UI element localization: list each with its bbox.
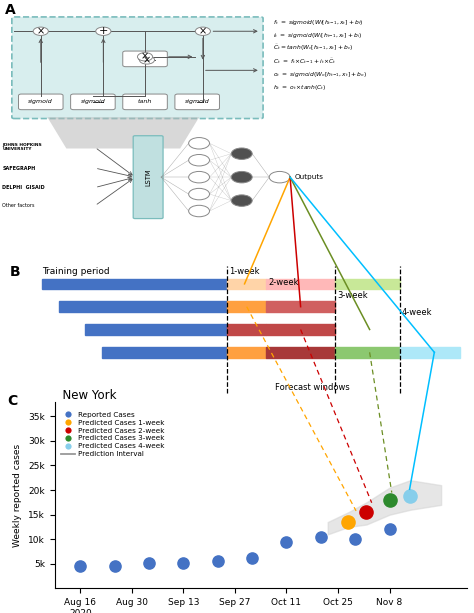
Point — [283, 537, 290, 547]
Text: 1-week: 1-week — [229, 267, 260, 276]
Text: C: C — [7, 394, 18, 408]
Circle shape — [96, 27, 111, 36]
Point — [111, 562, 118, 571]
FancyBboxPatch shape — [175, 94, 219, 110]
Circle shape — [139, 56, 155, 64]
Bar — [266, 324, 335, 335]
Bar — [400, 347, 460, 357]
Text: Training period: Training period — [42, 267, 109, 276]
Text: $o_t\ =\ sigmoid(W_o[h_{t\!-\!1},x_t]+b_o)$: $o_t\ =\ sigmoid(W_o[h_{t\!-\!1},x_t]+b_… — [273, 70, 367, 78]
Circle shape — [33, 27, 48, 36]
Circle shape — [189, 154, 210, 166]
Circle shape — [195, 27, 210, 36]
Text: SAFEGRAPH: SAFEGRAPH — [2, 166, 36, 170]
Circle shape — [231, 148, 252, 159]
Point — [345, 517, 352, 527]
Bar — [85, 324, 227, 335]
Point — [76, 562, 84, 571]
Bar — [335, 347, 400, 357]
Text: sigmoid: sigmoid — [81, 99, 105, 104]
Circle shape — [189, 205, 210, 217]
Text: ×: × — [199, 26, 207, 36]
Point — [386, 525, 393, 535]
Point — [180, 558, 187, 568]
Text: JOHNS HOPKINS
UNIVERSITY: JOHNS HOPKINS UNIVERSITY — [2, 143, 42, 151]
Point — [317, 532, 325, 542]
Point — [248, 553, 256, 563]
Text: LSTM: LSTM — [145, 169, 151, 186]
Circle shape — [189, 188, 210, 200]
Text: 4-week: 4-week — [402, 308, 432, 317]
Bar — [59, 302, 228, 312]
Bar — [266, 278, 335, 289]
Text: $h_t\ =\ o_t\!\times\!tanh(C_t)$: $h_t\ =\ o_t\!\times\!tanh(C_t)$ — [273, 83, 326, 92]
Text: 3-week: 3-week — [337, 291, 368, 300]
Bar — [266, 302, 335, 312]
Bar — [102, 347, 228, 357]
Point — [214, 557, 221, 566]
Y-axis label: Weekly reported cases: Weekly reported cases — [13, 443, 22, 547]
Text: $i_t\ =\ sigmoid(W_i[h_{t\!-\!1},x_t]+b_i)$: $i_t\ =\ sigmoid(W_i[h_{t\!-\!1},x_t]+b_… — [273, 31, 362, 40]
FancyBboxPatch shape — [123, 51, 167, 67]
Text: Forecast windows: Forecast windows — [275, 383, 349, 392]
Bar — [42, 278, 228, 289]
Point — [406, 491, 414, 501]
Circle shape — [231, 195, 252, 207]
Point — [386, 495, 393, 505]
Text: 2-week: 2-week — [268, 278, 299, 286]
Bar — [228, 347, 266, 357]
Bar — [335, 278, 400, 289]
FancyBboxPatch shape — [133, 135, 163, 219]
Text: Other factors: Other factors — [2, 204, 35, 208]
Text: tanh: tanh — [138, 99, 152, 104]
Text: $\tilde{C}_t=tanh(W_c[h_{t\!-\!1},x_t]+b_c)$: $\tilde{C}_t=tanh(W_c[h_{t\!-\!1},x_t]+b… — [273, 43, 353, 53]
Bar — [266, 347, 335, 357]
Point — [351, 535, 359, 544]
FancyBboxPatch shape — [12, 17, 263, 118]
Text: +: + — [99, 26, 108, 36]
Point — [363, 508, 370, 517]
FancyBboxPatch shape — [18, 94, 63, 110]
Bar — [228, 324, 266, 335]
Text: tanh: tanh — [138, 56, 152, 61]
Text: ×: × — [36, 26, 45, 36]
Text: $f_t\ =\ sigmoid(W_f[h_{t\!-\!1},x_t]+b_f)$: $f_t\ =\ sigmoid(W_f[h_{t\!-\!1},x_t]+b_… — [273, 18, 363, 26]
Circle shape — [189, 172, 210, 183]
Circle shape — [269, 172, 290, 183]
Polygon shape — [47, 117, 199, 148]
Circle shape — [231, 172, 252, 183]
Bar — [228, 302, 266, 312]
Bar — [228, 278, 266, 289]
FancyBboxPatch shape — [123, 94, 167, 110]
Text: B: B — [9, 265, 20, 279]
Circle shape — [189, 137, 210, 149]
Text: sigmoid: sigmoid — [185, 99, 210, 104]
Text: $C_t\ =\ f_t\!\times\!C_{t\!-\!1}+i_t\!\times\!\tilde{C}_t$: $C_t\ =\ f_t\!\times\!C_{t\!-\!1}+i_t\!\… — [273, 56, 336, 66]
Text: DELPHI  GISAID: DELPHI GISAID — [2, 185, 45, 190]
FancyBboxPatch shape — [71, 94, 115, 110]
Text: ×: × — [141, 51, 149, 62]
Text: ×: × — [143, 55, 151, 65]
Text: sigmoid: sigmoid — [28, 99, 53, 104]
Text: New York: New York — [55, 389, 116, 402]
Text: Outputs: Outputs — [295, 174, 324, 180]
Circle shape — [137, 53, 153, 61]
Point — [145, 558, 153, 568]
Text: A: A — [5, 2, 16, 17]
Legend: Reported Cases, Predicted Cases 1-week, Predicted Cases 2-week, Predicted Cases : Reported Cases, Predicted Cases 1-week, … — [58, 409, 167, 460]
